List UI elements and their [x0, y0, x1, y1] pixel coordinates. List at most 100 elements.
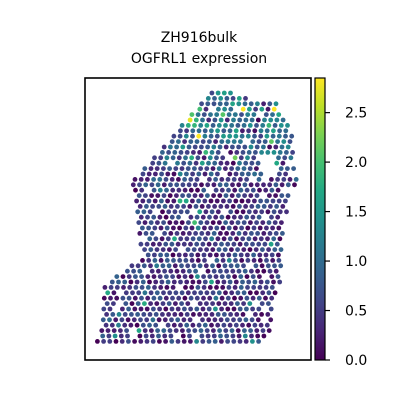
spot-point: [269, 214, 274, 220]
spot-point: [223, 290, 228, 296]
spot-point: [174, 193, 179, 199]
spot-point: [223, 123, 228, 128]
spot-point: [200, 306, 206, 312]
spot-point: [170, 285, 176, 290]
spot-point: [221, 322, 227, 328]
spot-point: [199, 333, 205, 339]
spot-point: [219, 177, 225, 182]
spot-point: [139, 285, 145, 290]
spot-point: [228, 209, 234, 215]
spot-point: [156, 204, 162, 209]
title-line-1: ZH916bulk: [161, 30, 238, 46]
spot-point: [197, 301, 203, 306]
spot-point: [118, 333, 124, 339]
spot-point: [207, 252, 213, 258]
spot-point: [185, 263, 191, 269]
spot-point: [258, 133, 264, 139]
spot-point: [238, 155, 244, 161]
spot-point: [185, 301, 191, 306]
spot-point: [191, 312, 196, 317]
spot-point: [164, 258, 170, 263]
spot-point: [225, 306, 231, 312]
spot-point: [127, 285, 133, 290]
spot-point: [205, 333, 211, 339]
spot-point: [188, 177, 194, 182]
spot-point: [244, 214, 250, 220]
spot-point: [184, 150, 190, 155]
spot-point: [250, 241, 255, 247]
spot-point: [146, 225, 152, 231]
spot-point: [257, 258, 263, 263]
spot-point: [182, 177, 188, 182]
spot-point: [182, 187, 188, 193]
spot-point: [235, 328, 241, 333]
spot-point: [125, 317, 131, 323]
spot-point: [138, 306, 144, 312]
spot-point: [132, 295, 138, 301]
spot-point: [207, 285, 213, 290]
spot-point: [139, 274, 145, 279]
spot-point: [278, 166, 284, 172]
spot-point: [146, 171, 152, 177]
spot-point: [200, 317, 205, 323]
spot-point: [250, 306, 256, 312]
spot-point: [204, 123, 210, 128]
spot-point: [180, 268, 186, 274]
spot-point: [263, 252, 269, 258]
spot-point: [198, 123, 204, 128]
spot-point: [224, 96, 230, 101]
spot-point: [211, 193, 217, 199]
spot-point: [231, 339, 237, 344]
spot-point: [177, 258, 183, 263]
spot-point: [242, 193, 248, 199]
spot-point: [278, 247, 284, 253]
spot-point: [191, 247, 197, 253]
spot-point: [126, 295, 132, 301]
spot-point: [252, 128, 258, 134]
spot-point: [229, 328, 235, 333]
spot-point: [243, 339, 249, 344]
spot-point: [258, 236, 264, 242]
spot-point: [151, 306, 156, 312]
spot-point: [280, 160, 286, 166]
spot-point: [157, 214, 163, 220]
spot-point: [274, 117, 280, 123]
spot-point: [220, 252, 226, 258]
spot-point: [180, 193, 186, 199]
spot-point: [187, 117, 193, 123]
spot-point: [195, 187, 200, 193]
spot-point: [126, 306, 131, 312]
spot-point: [186, 193, 192, 199]
spot-point: [213, 274, 219, 279]
spot-point: [242, 101, 248, 107]
spot-point: [249, 204, 255, 209]
spot-point: [243, 241, 249, 247]
spot-point: [252, 198, 257, 204]
spot-point: [144, 339, 150, 344]
spot-point: [194, 241, 200, 247]
spot-point: [178, 209, 184, 215]
spot-point: [195, 258, 201, 263]
spot-point: [240, 209, 246, 215]
spot-point: [172, 236, 177, 242]
spot-point: [281, 139, 287, 145]
spot-point: [229, 123, 235, 128]
spot-point: [109, 279, 115, 285]
spot-point: [226, 225, 232, 231]
spot-point: [254, 193, 260, 199]
spot-point: [114, 285, 120, 290]
spot-point: [260, 290, 266, 296]
spot-point: [158, 285, 164, 290]
spot-point: [189, 252, 195, 258]
spot-point: [149, 193, 155, 199]
spot-point: [167, 247, 172, 253]
spot-point: [209, 209, 215, 215]
spot-point: [215, 322, 221, 328]
spot-point: [150, 160, 156, 166]
spot-point: [151, 295, 157, 301]
spot-point: [188, 139, 194, 145]
spot-point: [190, 322, 196, 328]
spot-point: [205, 96, 211, 101]
spot-point: [218, 317, 224, 323]
spot-point: [122, 312, 128, 317]
